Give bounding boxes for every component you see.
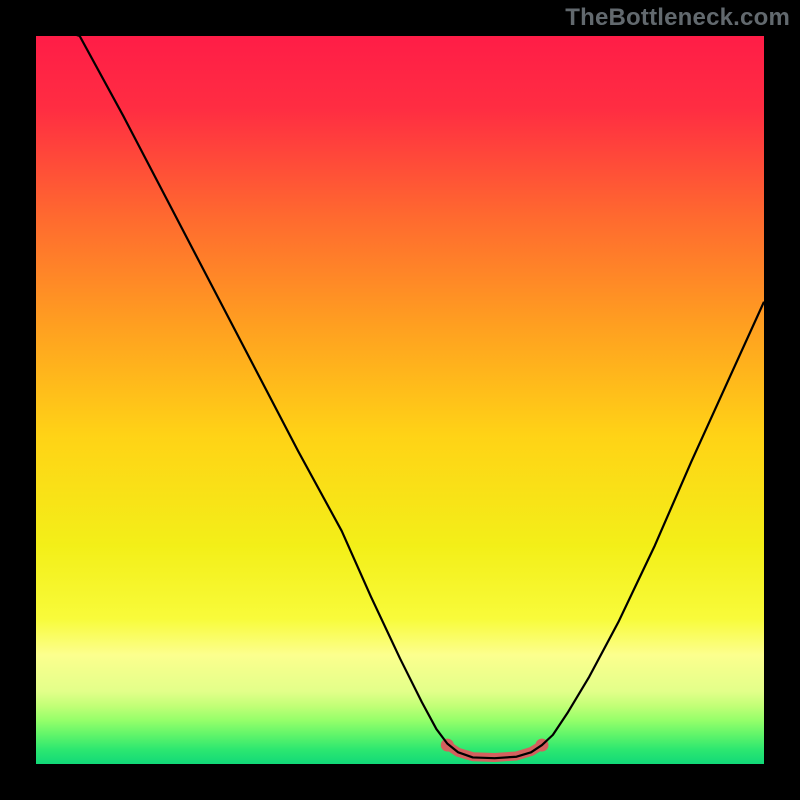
valley-highlight [447, 745, 542, 757]
bottleneck-curve [36, 21, 764, 758]
valley-dot-left [441, 739, 454, 752]
chart-stage: TheBottleneck.com [0, 0, 800, 800]
watermark-text: TheBottleneck.com [565, 4, 790, 32]
chart-plot [0, 0, 800, 800]
